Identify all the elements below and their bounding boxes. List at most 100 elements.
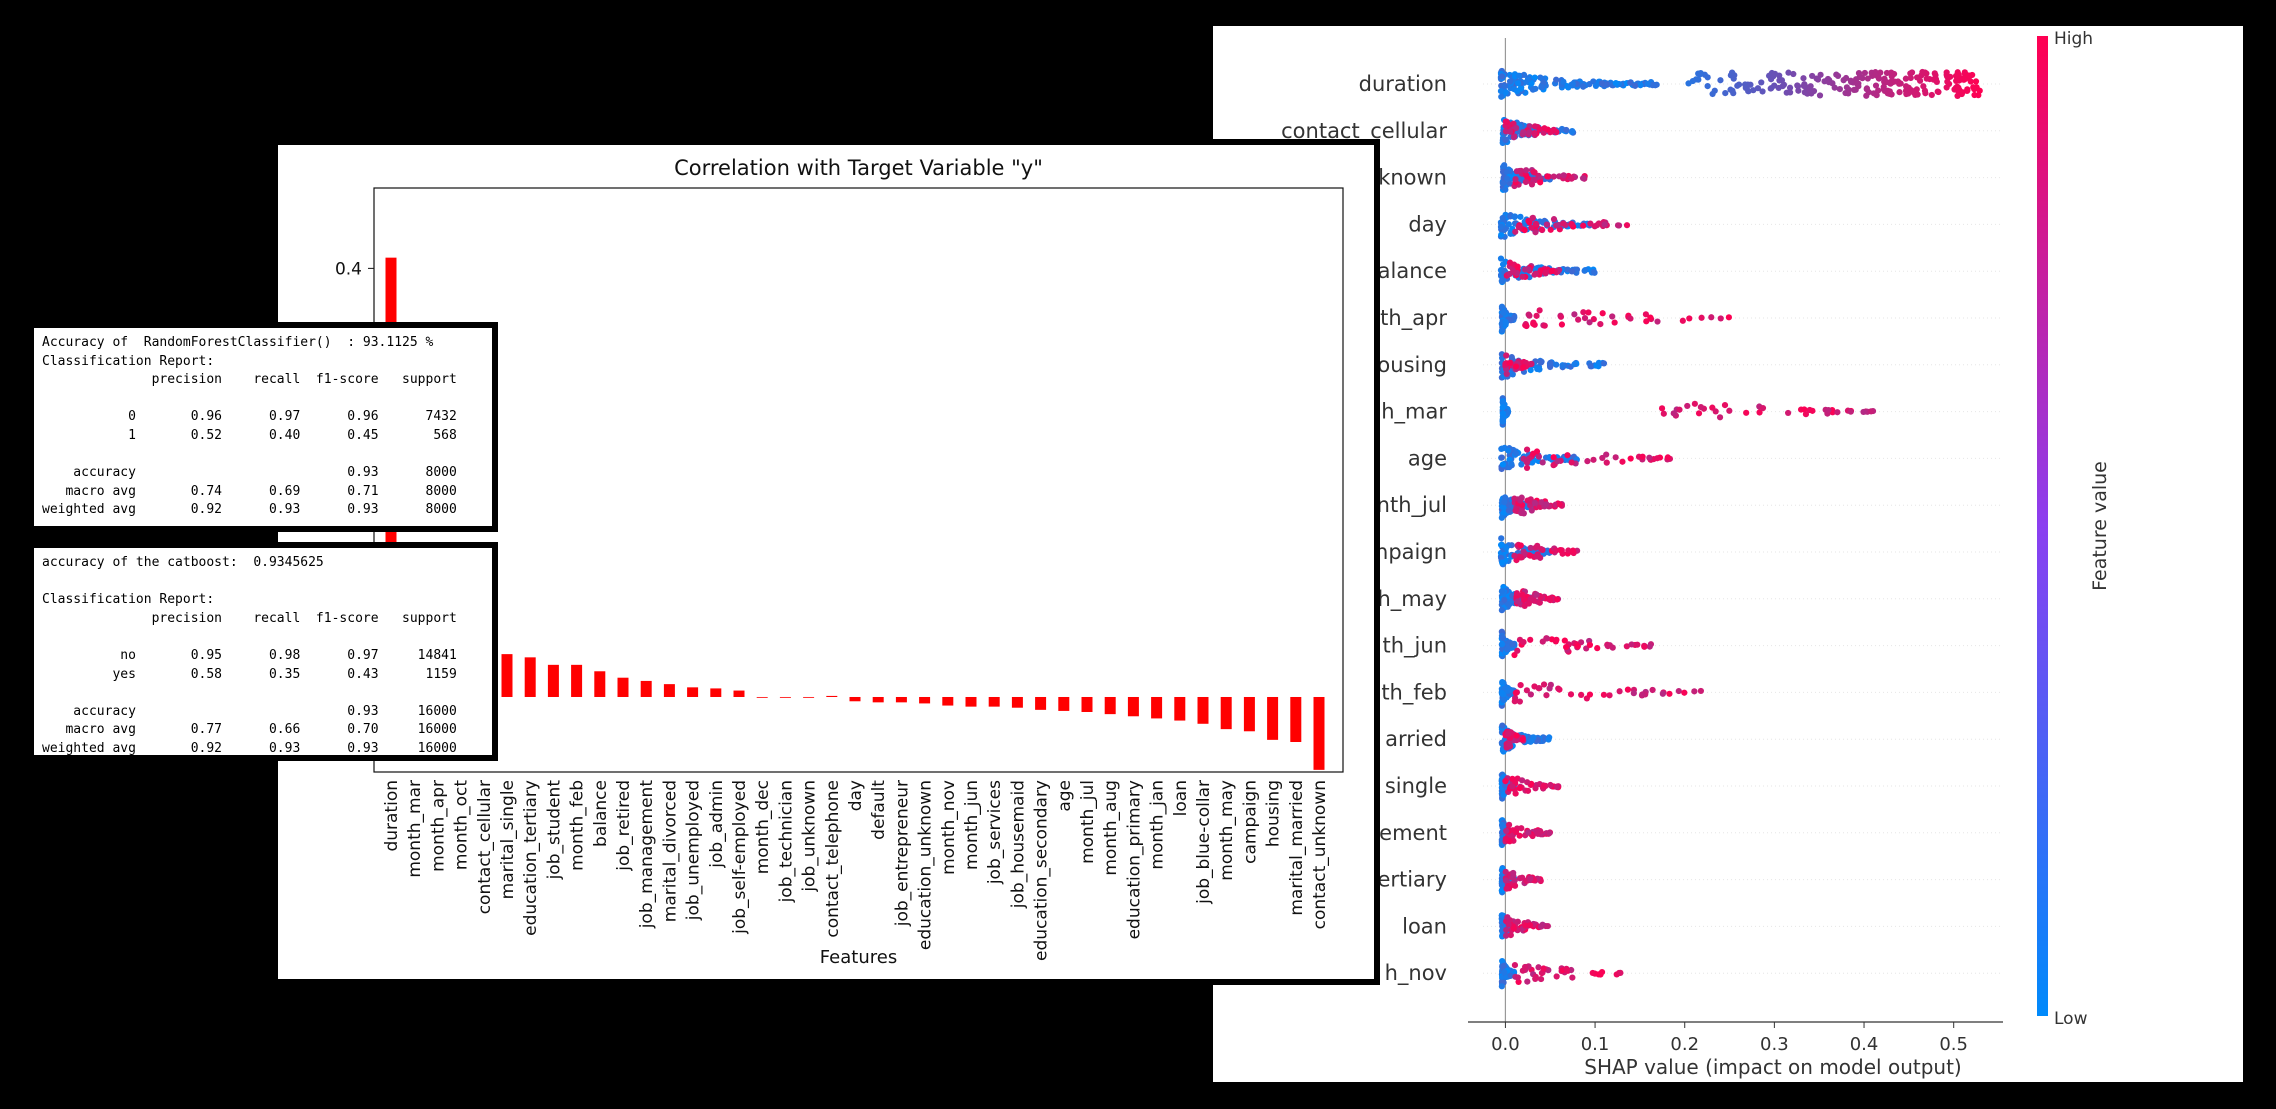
shap-point [1637, 82, 1644, 89]
shap-point [1646, 454, 1653, 461]
bar [965, 696, 977, 707]
shap-point [1561, 637, 1568, 644]
shap-point [1522, 550, 1529, 558]
bar [1011, 696, 1023, 708]
feature-points [1499, 395, 1877, 428]
bar [1290, 696, 1302, 742]
shap-point [1544, 922, 1551, 930]
shap-point [1544, 548, 1551, 556]
shap-point [1516, 785, 1523, 792]
shap-point [1511, 962, 1519, 969]
x-tick-label: job_retired [614, 780, 634, 872]
shap-point [1852, 76, 1860, 83]
feature-label: alance [1378, 259, 1447, 283]
rf-report-line: macro avg 0.74 0.69 0.71 8000 [42, 483, 457, 499]
shap-point [1697, 403, 1705, 411]
x-tick-label: month_oct [452, 780, 472, 870]
colorbar-high-label: High [2054, 29, 2093, 49]
shap-point [1963, 87, 1971, 95]
shap-point [1515, 72, 1523, 79]
shap-point [1503, 544, 1510, 552]
shap-point [1512, 176, 1519, 183]
shap-point [1553, 76, 1560, 83]
bar [803, 696, 815, 698]
feature-points [1497, 535, 1581, 568]
shap-point [1560, 78, 1567, 85]
shap-point [1535, 964, 1542, 971]
shap-point [1584, 458, 1591, 465]
shap-point [1503, 926, 1510, 934]
shap-point [1860, 408, 1867, 416]
feature-label: duration [1359, 72, 1447, 96]
shap-point [1931, 70, 1938, 77]
shap-point [1684, 402, 1691, 410]
shap-point [1850, 86, 1858, 94]
shap-point [1553, 973, 1560, 980]
feature-label: loan [1402, 914, 1447, 938]
shap-point [1498, 607, 1505, 614]
feature-label: arried [1385, 727, 1447, 751]
shap-point [1809, 72, 1816, 80]
shap-point [1695, 410, 1703, 417]
shap-point [1534, 830, 1542, 837]
shap-point [1501, 596, 1508, 604]
shap-point [1502, 186, 1509, 193]
bar [779, 696, 791, 698]
shap-point [1726, 407, 1733, 414]
shap-point [1590, 456, 1597, 463]
shap-point [1676, 406, 1683, 413]
shap-point [1506, 360, 1513, 367]
shap-point [1500, 163, 1507, 171]
shap-point [1523, 322, 1530, 330]
shap-point [1679, 317, 1686, 324]
shap-point [1923, 75, 1930, 82]
shap-point [1525, 76, 1532, 83]
bar [1127, 696, 1139, 717]
shap-point [1544, 173, 1551, 180]
feature-label: ousing [1377, 353, 1447, 377]
shap-point [1747, 81, 1754, 88]
shap-point [1612, 80, 1619, 87]
shap-point [1861, 69, 1868, 77]
shap-point [1533, 591, 1540, 598]
shap-point [1972, 78, 1980, 85]
shap-point [1502, 118, 1509, 125]
shap-point [1800, 75, 1807, 82]
shap-point [1520, 364, 1527, 371]
shap-point [1658, 405, 1666, 412]
feature-label: h_nov [1385, 961, 1447, 986]
shap-point [1520, 596, 1528, 604]
shap-point [1890, 70, 1898, 78]
feature-points [1498, 444, 1674, 473]
shap-point [1502, 835, 1509, 842]
shap-point [1597, 320, 1604, 328]
shap-point [1867, 408, 1875, 415]
shap-point [1717, 77, 1724, 84]
x-axis-label: Features [820, 947, 897, 968]
x-tick-label: job_services [985, 780, 1005, 885]
bar [733, 690, 745, 697]
shap-point [1497, 87, 1505, 95]
shap-point [1568, 175, 1575, 182]
bar [919, 696, 931, 704]
shap-point [1865, 89, 1872, 96]
catboost-report: accuracy of the catboost: 0.9345625 Class… [34, 548, 492, 759]
shap-point [1582, 266, 1589, 274]
shap-point [1498, 641, 1506, 648]
shap-point [1528, 737, 1535, 744]
y-tick-label: 0.4 [335, 259, 362, 279]
shap-point [1526, 922, 1534, 929]
shap-point [1512, 689, 1519, 697]
shap-point [1501, 969, 1508, 976]
shap-point [1519, 736, 1526, 743]
shap-point [1529, 832, 1536, 840]
shap-point [1976, 87, 1983, 94]
x-tick-label: job_entrepreneur [892, 780, 912, 927]
shap-point [1511, 133, 1518, 140]
shap-point [1506, 259, 1514, 266]
bar [1267, 696, 1279, 740]
bar [1081, 696, 1093, 712]
x-tick-label: job_management [637, 780, 657, 930]
shap-point [1902, 75, 1909, 82]
bar [826, 695, 838, 697]
